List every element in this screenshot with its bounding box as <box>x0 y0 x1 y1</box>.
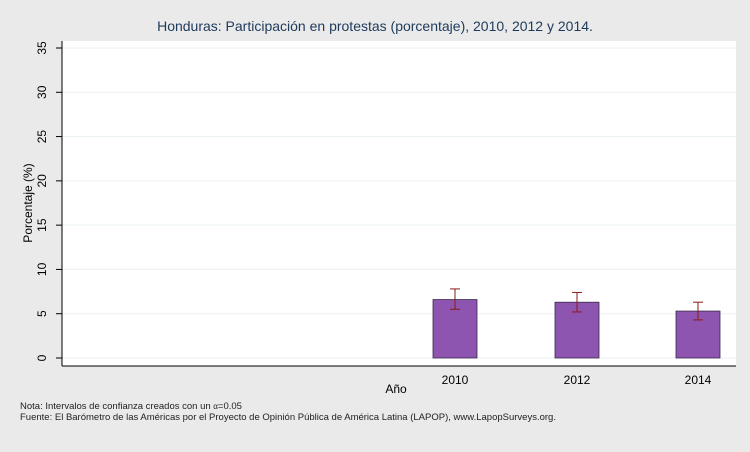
x-axis-label: Año <box>385 382 407 396</box>
y-tick-label: 10 <box>35 262 49 276</box>
x-tick-label-2010: 2010 <box>442 373 469 387</box>
y-tick-label: 0 <box>35 354 49 361</box>
y-tick-label: 20 <box>35 174 49 188</box>
y-tick-label: 25 <box>35 130 49 144</box>
confidence-note-prefix: Nota: Intervalos de confianza creados co… <box>20 401 214 412</box>
confidence-note: Nota: Intervalos de confianza creados co… <box>20 401 242 412</box>
y-tick-label: 5 <box>35 310 49 317</box>
confidence-note-suffix: =0.05 <box>217 401 242 412</box>
y-tick-label: 15 <box>35 218 49 232</box>
chart-title: Honduras: Participación en protestas (po… <box>157 18 593 34</box>
plot-area <box>62 41 736 366</box>
y-axis-label: Porcentaje (%) <box>21 163 35 242</box>
y-tick-label: 35 <box>35 41 49 55</box>
x-tick-label-2012: 2012 <box>564 373 591 387</box>
alpha-symbol: α <box>213 402 218 411</box>
x-tick-label-2014: 2014 <box>685 373 712 387</box>
error-bars <box>450 288 703 321</box>
gridlines <box>62 47 736 359</box>
y-ticks: 0 5 10 15 20 25 30 35 <box>35 41 62 361</box>
source-note: Fuente: El Barómetro de las Américas por… <box>20 412 556 423</box>
y-tick-label: 30 <box>35 85 49 99</box>
x-ticks: 2010 2012 2014 <box>442 373 712 387</box>
